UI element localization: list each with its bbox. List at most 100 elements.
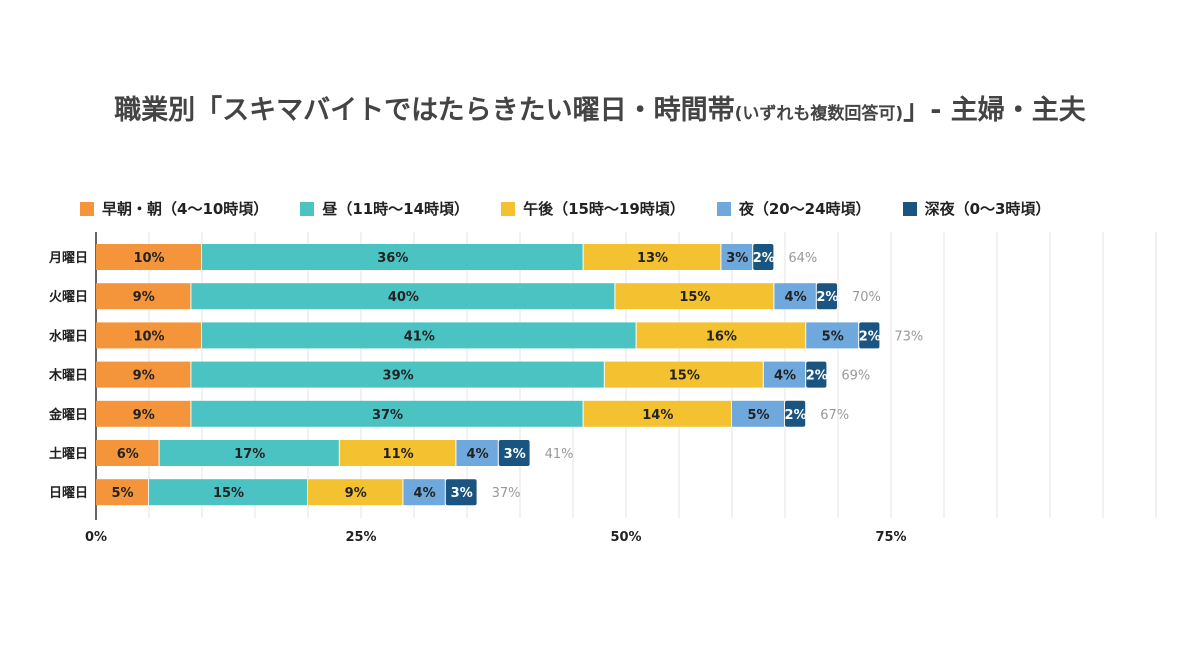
bar-segment — [96, 479, 148, 506]
bar-total-label: 73% — [894, 329, 923, 344]
bar-data-label: 6% — [117, 447, 139, 462]
bar-data-label: 39% — [383, 369, 414, 384]
bar-segment — [583, 244, 721, 270]
bar-segment — [96, 361, 191, 388]
bar-segment — [806, 361, 827, 388]
bar-data-label: 36% — [377, 251, 408, 266]
bar-segment — [202, 244, 583, 270]
bar-data-label: 2% — [859, 329, 881, 344]
y-category-label: 土曜日 — [49, 446, 88, 462]
bar-data-label: 37% — [372, 408, 403, 423]
bar-data-label: 16% — [706, 329, 737, 344]
bar-segment — [753, 244, 774, 270]
bar-data-label: 5% — [822, 329, 844, 344]
bar-segment — [604, 361, 763, 388]
bar-data-label: 17% — [234, 447, 265, 462]
x-tick-label: 0% — [85, 530, 107, 545]
bar-segment — [816, 283, 837, 310]
bar-segment — [403, 479, 445, 506]
bar-data-label: 4% — [785, 290, 807, 305]
bar-segment — [732, 400, 784, 427]
bar-segment — [96, 400, 191, 427]
legend-item: 深夜（0〜3時頃） — [902, 198, 1051, 219]
legend-swatch — [80, 201, 94, 216]
bar-total-label: 64% — [788, 251, 817, 266]
legend-swatch — [716, 201, 731, 216]
bar-segment — [202, 322, 636, 349]
legend-item: 午後（15時〜19時頃） — [501, 198, 685, 219]
bar-segment — [763, 361, 806, 388]
legend-swatch — [902, 201, 917, 216]
title-main: 職業別「スキマバイトではたらきたい曜日・時間帯 — [114, 95, 735, 126]
bar-segment — [96, 440, 159, 466]
legend: 早朝・朝（4〜10時頃） 昼（11時〜14時頃） 午後（15時〜19時頃） 夜（20〜… — [80, 198, 1050, 219]
title-note: (いずれも複数回答可) — [734, 104, 904, 124]
bar-segment — [96, 244, 201, 270]
y-category-label: 月曜日 — [48, 251, 88, 266]
bar-total-label: 37% — [492, 486, 521, 501]
bar-segment — [149, 479, 307, 506]
legend-item: 昼（11時〜14時頃） — [300, 198, 469, 219]
bar-data-label: 15% — [213, 486, 244, 501]
bar-data-label: 5% — [111, 486, 133, 501]
chart-title: 職業別「スキマバイトではたらきたい曜日・時間帯(いずれも複数回答可)」- 主婦・… — [0, 88, 1200, 127]
bar-total-label: 70% — [852, 290, 881, 305]
bar-data-label: 4% — [467, 447, 489, 462]
bar-data-label: 2% — [816, 290, 838, 305]
bar-data-label: 40% — [388, 290, 419, 305]
y-category-label: 水曜日 — [49, 328, 88, 344]
bar-segment — [636, 322, 806, 349]
bar-segment — [191, 361, 604, 388]
bar-data-label: 10% — [133, 251, 164, 266]
bar-data-label: 3% — [451, 486, 473, 501]
bar-data-label: 2% — [785, 408, 807, 423]
bar-segment — [859, 322, 880, 349]
bar-data-label: 14% — [642, 408, 673, 423]
y-category-label: 火曜日 — [49, 290, 88, 305]
bar-data-label: 9% — [133, 290, 155, 305]
bar-segment — [96, 283, 191, 310]
bar-total-label: 69% — [841, 369, 870, 384]
bar-segment — [456, 440, 498, 466]
bar-data-label: 41% — [404, 329, 435, 344]
y-category-label: 木曜日 — [48, 368, 88, 384]
bar-data-label: 3% — [726, 251, 748, 266]
y-category-label: 日曜日 — [49, 486, 88, 501]
bar-segment — [339, 440, 456, 466]
bar-data-label: 15% — [669, 369, 700, 384]
bar-segment — [159, 440, 339, 466]
bar-data-label: 4% — [774, 369, 796, 384]
bar-data-label: 10% — [133, 329, 164, 344]
bar-segment — [96, 322, 201, 349]
bar-data-label: 11% — [383, 447, 414, 462]
bar-segment — [806, 322, 859, 349]
legend-swatch — [300, 201, 315, 216]
bar-segment — [445, 479, 477, 506]
bar-data-label: 3% — [504, 447, 526, 462]
legend-label: 夜（20〜24時頃） — [738, 200, 871, 218]
bar-segment — [615, 283, 774, 310]
bar-total-label: 41% — [545, 447, 574, 462]
bar-data-label: 2% — [753, 251, 775, 266]
bar-segment — [498, 440, 530, 466]
bar-total-label: 67% — [820, 408, 849, 423]
x-tick-label: 50% — [610, 530, 641, 545]
legend-swatch — [501, 201, 516, 216]
x-tick-label: 25% — [345, 530, 376, 545]
bar-segment — [191, 283, 615, 310]
legend-item: 早朝・朝（4〜10時頃） — [80, 198, 268, 219]
y-category-label: 金曜日 — [48, 407, 88, 423]
bar-segment — [583, 400, 731, 427]
legend-label: 昼（11時〜14時頃） — [322, 200, 470, 218]
bar-data-label: 15% — [679, 290, 710, 305]
bar-segment — [774, 283, 816, 310]
bar-data-label: 9% — [133, 369, 155, 384]
legend-label: 午後（15時〜19時頃） — [523, 200, 685, 218]
title-suffix: 」- 主婦・主夫 — [903, 95, 1086, 126]
bar-data-label: 9% — [133, 408, 155, 423]
bar-data-label: 5% — [747, 408, 769, 423]
legend-label: 深夜（0〜3時頃） — [924, 200, 1051, 218]
bar-segment — [721, 244, 753, 270]
bar-data-label: 9% — [345, 486, 367, 501]
